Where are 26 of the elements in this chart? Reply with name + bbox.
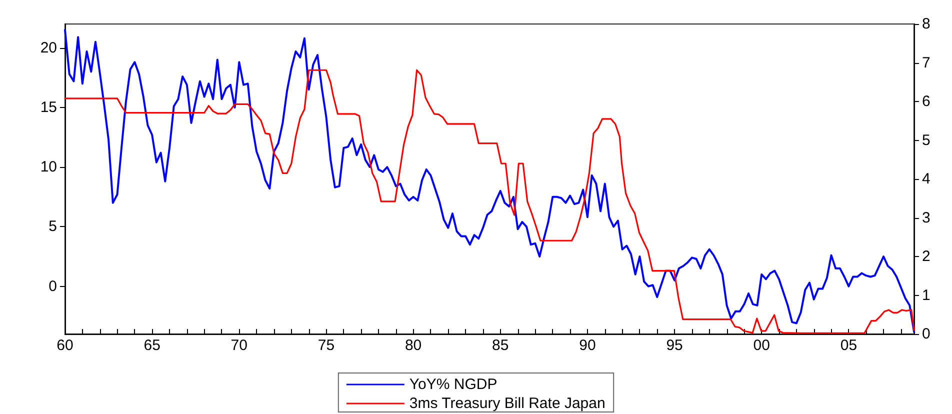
legend-label: 3ms Treasury Bill Rate Japan — [409, 395, 606, 412]
y2-tick-label: 8 — [922, 16, 930, 32]
y-tick-label: 5 — [48, 218, 57, 236]
x-tick-label: 00 — [753, 337, 770, 354]
y2-tick-label: 6 — [922, 93, 930, 110]
y2-tick-label: 4 — [922, 170, 930, 188]
y-tick-label: 10 — [40, 158, 57, 176]
x-tick-label: 65 — [144, 337, 160, 354]
y2-tick-label: 3 — [922, 209, 930, 226]
y2-tick-label: 5 — [922, 132, 930, 149]
x-tick-label: 95 — [666, 337, 683, 354]
y-tick-label: 0 — [48, 278, 57, 295]
y2-tick-label: 2 — [922, 248, 930, 265]
y2-tick-label: 0 — [922, 326, 930, 342]
y2-tick-label: 1 — [922, 286, 930, 304]
y2-tick-label: 7 — [922, 54, 930, 72]
legend-label: YoY% NGDP — [409, 376, 498, 393]
x-tick-label: 85 — [492, 337, 509, 354]
x-tick-label: 60 — [56, 337, 74, 354]
x-tick-label: 90 — [579, 337, 596, 354]
x-tick-label: 80 — [404, 337, 422, 354]
y-tick-label: 15 — [40, 98, 57, 116]
y-tick-label: 20 — [40, 39, 57, 56]
x-tick-label: 05 — [840, 337, 858, 354]
x-tick-label: 70 — [230, 337, 248, 354]
x-tick-label: 75 — [318, 337, 335, 354]
